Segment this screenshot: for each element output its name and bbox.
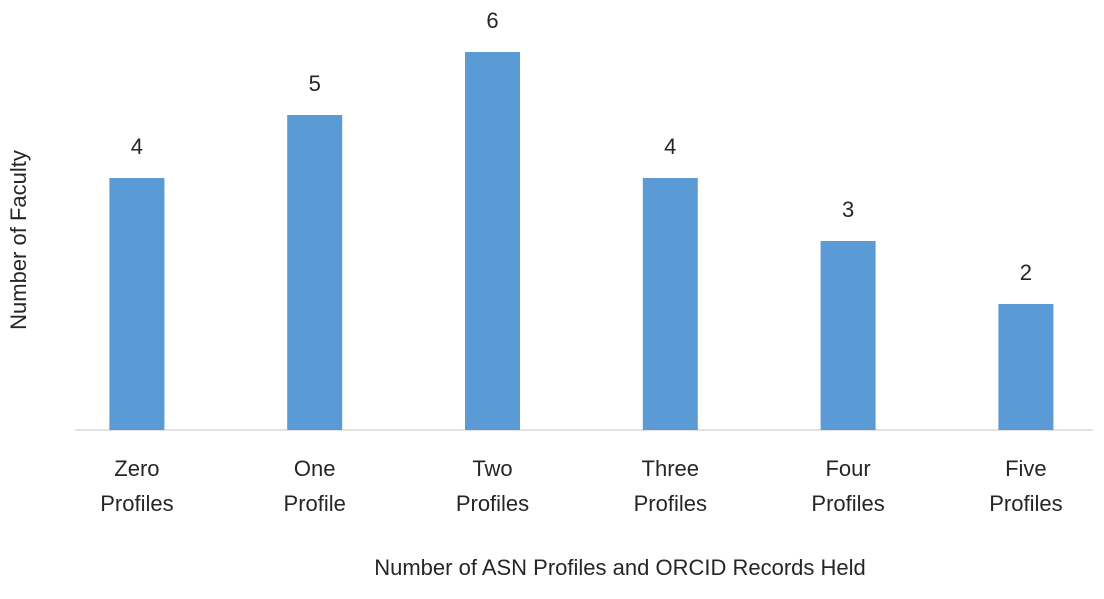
x-tick-label: Two Profiles	[456, 456, 529, 516]
data-label: 2	[1020, 260, 1032, 285]
bar	[465, 52, 520, 430]
data-label: 4	[131, 134, 143, 159]
x-tick-label: Zero Profiles	[100, 456, 173, 516]
x-tick-label: Four Profiles	[811, 456, 884, 516]
data-label: 6	[486, 8, 498, 33]
x-tick-label: Three Profiles	[634, 456, 707, 516]
x-tick-label: One Profile	[284, 456, 346, 516]
y-axis-title: Number of Faculty	[6, 150, 31, 330]
bar	[998, 304, 1054, 430]
x-axis-title: Number of ASN Profiles and ORCID Records…	[374, 555, 866, 580]
data-label: 4	[664, 134, 676, 159]
data-label: 5	[309, 71, 321, 96]
bar	[287, 115, 343, 430]
bar	[820, 241, 876, 430]
x-tick-label: Five Profiles	[989, 456, 1062, 516]
data-label: 3	[842, 197, 854, 222]
bar	[642, 178, 698, 430]
bar	[109, 178, 165, 430]
